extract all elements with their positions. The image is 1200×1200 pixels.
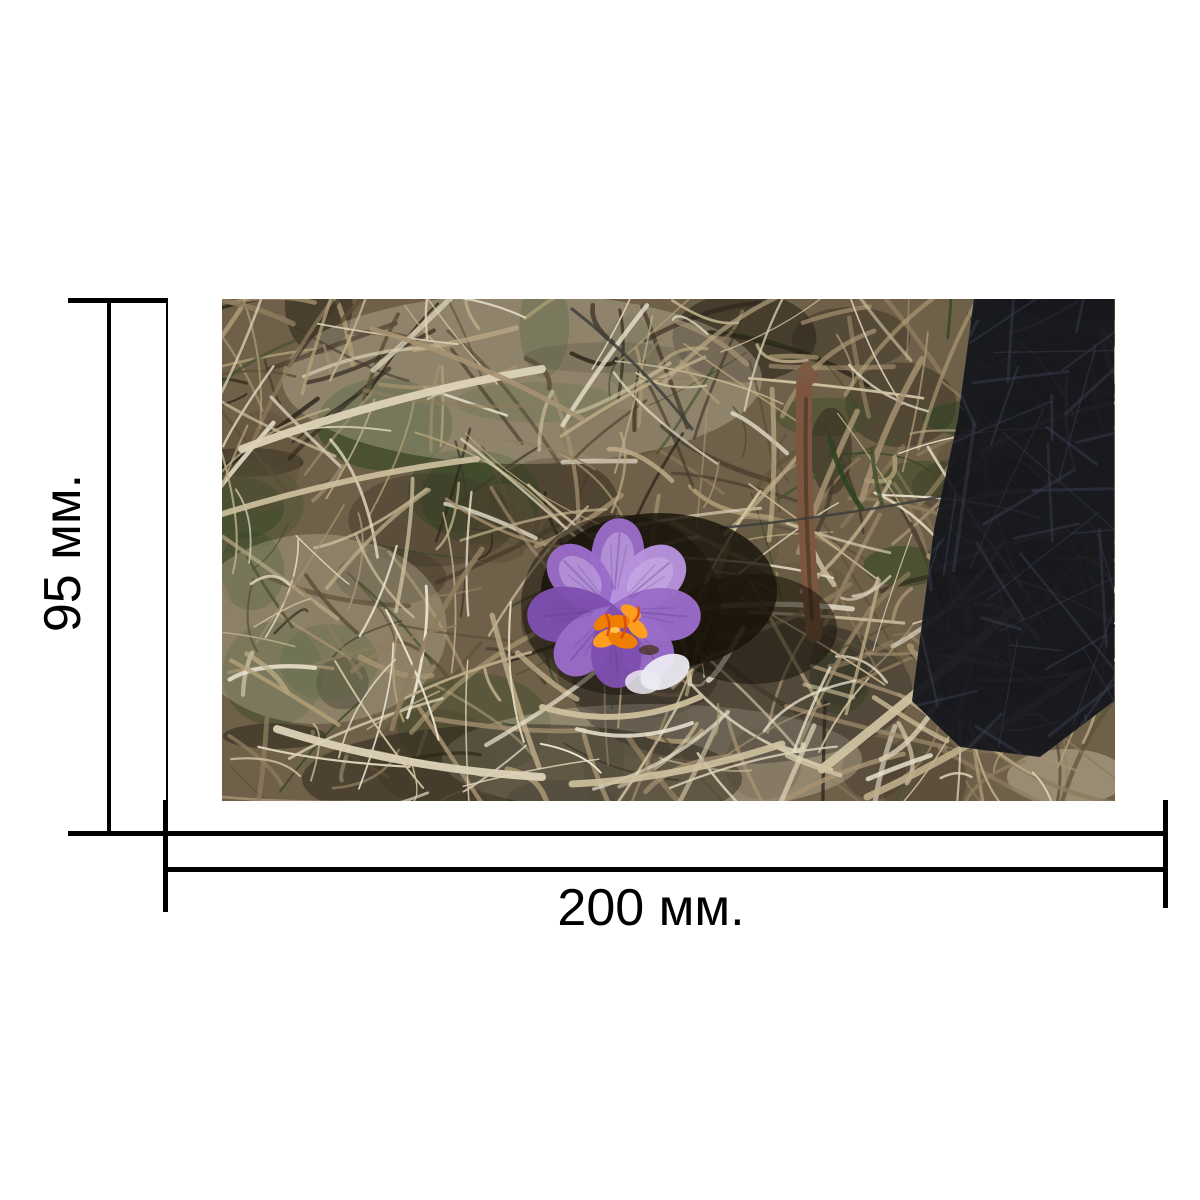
crocus-photo-art (222, 299, 1115, 801)
width-dim-right-tick (1163, 800, 1168, 908)
height-dim-top-tick (68, 298, 168, 303)
crocus-photo (222, 299, 1115, 801)
width-dim-left-tick (163, 800, 168, 912)
height-dimension-label: 95 мм. (34, 473, 92, 633)
height-extension-line (166, 300, 168, 800)
width-dim-line (163, 867, 1167, 872)
width-dimension-label: 200 мм. (557, 879, 745, 937)
bottom-extension-line (68, 831, 1167, 836)
height-dim-line (107, 298, 111, 836)
